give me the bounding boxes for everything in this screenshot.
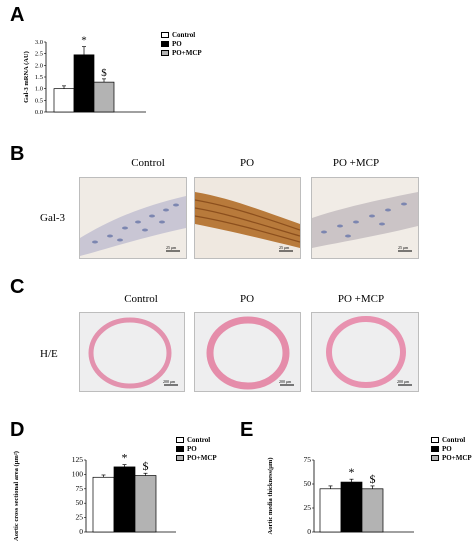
legend-e: Control PO PO+MCP bbox=[431, 435, 472, 462]
legend-swatch-po bbox=[176, 445, 184, 452]
panel-label-b: B bbox=[10, 143, 25, 165]
significance-marker: * bbox=[349, 465, 355, 479]
scalebar-label: 25 μm bbox=[166, 245, 177, 250]
y-tick-label: 75 bbox=[304, 455, 312, 464]
significance-marker: $ bbox=[143, 459, 149, 473]
y-axis-label: Gal-3 mRNA (AU) bbox=[23, 51, 30, 103]
y-tick-label: 50 bbox=[76, 498, 84, 507]
legend-label-control: Control bbox=[187, 435, 211, 444]
y-axis-label: Aortic media thickness(μm) bbox=[267, 458, 274, 535]
panel-label-a: A bbox=[10, 4, 25, 26]
panel-c-col-po: PO bbox=[239, 293, 255, 305]
legend-label-po: PO bbox=[187, 444, 197, 453]
panel-label-c: C bbox=[10, 276, 25, 298]
y-tick-label: 0.5 bbox=[35, 97, 43, 104]
y-tick-label: 0 bbox=[79, 527, 83, 536]
scalebar-label: 25 μm bbox=[279, 245, 290, 250]
y-tick-label: 1.5 bbox=[35, 74, 43, 81]
legend-label-control: Control bbox=[442, 435, 466, 444]
legend-label-po-mcp: PO+MCP bbox=[442, 453, 472, 462]
legend-swatch-po-mcp bbox=[161, 49, 169, 56]
y-tick-label: 125 bbox=[72, 455, 84, 464]
y-tick-label: 0.0 bbox=[35, 109, 43, 116]
panel-b-row-label: Gal-3 bbox=[40, 212, 66, 224]
y-tick-label: 1.0 bbox=[35, 86, 43, 93]
y-tick-label: 3.0 bbox=[35, 39, 43, 46]
bar bbox=[53, 88, 75, 113]
scalebar-label: 200 μm bbox=[163, 379, 176, 384]
panel-b-col-po-mcp: PO +MCP bbox=[332, 157, 380, 169]
legend-label-po-mcp: PO+MCP bbox=[172, 48, 202, 57]
panel-c-row-label: H/E bbox=[40, 348, 58, 360]
panel-b-col-control: Control bbox=[131, 157, 165, 169]
scalebar-label: 200 μm bbox=[279, 379, 292, 384]
legend-a: Control PO PO+MCP bbox=[161, 30, 202, 57]
micrograph-he-po: 200 μm bbox=[194, 312, 301, 392]
y-tick-label: 75 bbox=[76, 484, 84, 493]
y-tick-label: 50 bbox=[304, 479, 312, 488]
y-tick-label: 25 bbox=[76, 513, 84, 522]
legend-label-po-mcp: PO+MCP bbox=[187, 453, 217, 462]
panel-label-d: D bbox=[10, 419, 25, 441]
significance-marker: * bbox=[122, 451, 128, 465]
y-tick-label: 25 bbox=[304, 503, 312, 512]
micrograph-gal3-po: 25 μm bbox=[194, 177, 301, 259]
legend-swatch-po bbox=[431, 445, 439, 452]
bar bbox=[319, 488, 342, 533]
y-axis-label: Aortic cross sectional area (μm²) bbox=[13, 451, 20, 541]
y-tick-label: 0 bbox=[307, 527, 311, 536]
y-tick-label: 2.0 bbox=[35, 62, 43, 69]
y-tick-label: 2.5 bbox=[35, 51, 43, 58]
legend-swatch-po-mcp bbox=[431, 454, 439, 461]
micrograph-he-control: 200 μm bbox=[79, 312, 185, 392]
legend-swatch-po bbox=[161, 40, 169, 47]
significance-marker: $ bbox=[101, 67, 107, 79]
legend-label-po: PO bbox=[172, 39, 182, 48]
legend-swatch-control bbox=[161, 31, 169, 38]
y-tick-label: 100 bbox=[72, 469, 84, 478]
bar bbox=[73, 54, 95, 113]
bar bbox=[113, 466, 136, 533]
significance-marker: * bbox=[81, 35, 87, 47]
micrograph-he-po-mcp: 200 μm bbox=[311, 312, 419, 392]
micrograph-gal3-control: 25 μm bbox=[79, 177, 187, 259]
panel-label-e: E bbox=[240, 419, 254, 441]
bar bbox=[93, 81, 115, 113]
legend-label-po: PO bbox=[442, 444, 452, 453]
scalebar-label: 25 μm bbox=[398, 245, 409, 250]
legend-d: Control PO PO+MCP bbox=[176, 435, 217, 462]
micrograph-gal3-po-mcp: 25 μm bbox=[311, 177, 419, 259]
legend-label-control: Control bbox=[172, 30, 196, 39]
chart-a: Gal-3 mRNA (AU) 0.0 0.5 1.0 1.5 2.0 2.5 3.0 * $ bbox=[23, 35, 146, 116]
legend-swatch-control bbox=[431, 436, 439, 443]
legend-swatch-control bbox=[176, 436, 184, 443]
chart-d: Aortic cross sectional area (μm²) 0 25 50 75… bbox=[13, 451, 176, 541]
bar bbox=[340, 481, 363, 533]
bar bbox=[134, 475, 157, 533]
scalebar-label: 200 μm bbox=[397, 379, 410, 384]
chart-e: Aortic media thickness(μm) 0 25 50 75 * $ bbox=[267, 455, 414, 536]
bar bbox=[361, 488, 384, 533]
panel-b-col-po: PO bbox=[239, 157, 255, 169]
bar bbox=[92, 476, 115, 533]
legend-swatch-po-mcp bbox=[176, 454, 184, 461]
panel-c-col-control: Control bbox=[124, 293, 158, 305]
significance-marker: $ bbox=[370, 472, 376, 486]
panel-c-col-po-mcp: PO +MCP bbox=[337, 293, 385, 305]
